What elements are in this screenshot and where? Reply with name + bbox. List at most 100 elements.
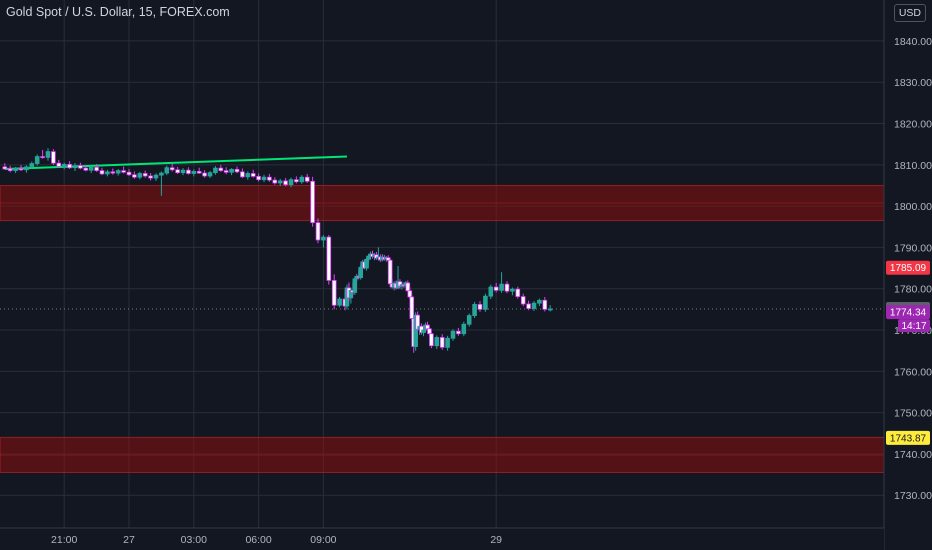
candle-body [515, 288, 521, 297]
candle-body [277, 180, 283, 184]
candle-body [542, 299, 548, 310]
candle-body [364, 258, 369, 269]
candle-body [229, 168, 234, 173]
candle-body [445, 337, 450, 348]
candle-body [483, 295, 488, 310]
countdown-tag [898, 319, 930, 333]
price-tick-label: 1740.00 [894, 449, 932, 461]
candle-body [310, 180, 315, 224]
price-axis[interactable]: 1730.001740.001750.001760.001770.001780.… [883, 0, 932, 550]
candle-body [499, 283, 504, 291]
candle-body [137, 173, 143, 178]
time-tick-label: 09:00 [310, 534, 336, 546]
candle-body [78, 165, 83, 169]
candle-body [326, 236, 332, 281]
candle-body [56, 162, 62, 167]
candle-body [180, 169, 186, 174]
candle-body [169, 167, 175, 171]
candle-body [267, 176, 272, 181]
candle-body [110, 171, 116, 174]
price-tag-label: 1774.34 [890, 308, 927, 319]
candle-body [105, 171, 110, 175]
candle-body [352, 278, 358, 293]
candle-body [175, 169, 180, 174]
trendline-layer[interactable] [4, 155, 347, 170]
candlestick-series [2, 148, 553, 353]
candle-body [94, 166, 99, 171]
trendline[interactable] [4, 155, 347, 170]
time-tick-label: 27 [123, 534, 135, 546]
candle-body [72, 165, 78, 169]
candle-body [429, 333, 434, 347]
candle-body [223, 170, 229, 173]
candle-body [240, 171, 245, 178]
candle-body [142, 173, 148, 177]
chart-title: Gold Spot / U.S. Dollar, 15, FOREX.com [6, 5, 230, 19]
candle-body [45, 151, 51, 158]
candle-body [88, 166, 94, 171]
candle-body [2, 166, 8, 170]
candle-body [288, 179, 294, 186]
candle-body [51, 151, 56, 164]
candle-body [427, 328, 432, 335]
price-tick-label: 1790.00 [894, 242, 932, 254]
candle-body [405, 282, 411, 292]
countdown-label: 14:17 [901, 321, 926, 332]
price-tick-label: 1750.00 [894, 408, 932, 420]
candle-body [34, 156, 40, 164]
candle-body [387, 259, 393, 285]
candle-body [207, 172, 213, 177]
time-tick-label: 29 [490, 534, 502, 546]
candle-body [321, 236, 326, 241]
candle-body [272, 179, 278, 184]
candle-body [531, 302, 537, 309]
candle-body [425, 324, 430, 330]
candle-body [366, 255, 371, 260]
candle-body [250, 173, 256, 177]
time-tick-label: 06:00 [245, 534, 271, 546]
candle-body [493, 286, 499, 291]
candle-body [121, 170, 126, 173]
candle-body [256, 175, 261, 181]
candle-body [29, 163, 35, 168]
candle-body [234, 168, 240, 173]
candle-body [132, 174, 137, 178]
candle-body [488, 286, 494, 297]
candle-body [24, 166, 29, 171]
price-axis-bg [884, 0, 932, 550]
candle-body [83, 167, 89, 171]
candle-body [331, 280, 337, 306]
currency-selector[interactable]: USD [893, 4, 926, 22]
candle-body [99, 170, 105, 175]
candle-body [191, 171, 197, 174]
candle-body [358, 266, 363, 278]
candle-body [504, 283, 510, 292]
price-tick-label: 1760.00 [894, 366, 932, 378]
candle-body [461, 323, 467, 335]
time-axis[interactable]: 21:002703:0006:0009:002921:003003:0006:0… [0, 527, 932, 550]
candle-body [304, 176, 310, 182]
price-tag-label: 1785.09 [890, 263, 927, 274]
candle-body [7, 168, 13, 171]
price-tag-yellow [886, 430, 930, 445]
candle-body [40, 156, 45, 158]
candle-body [547, 308, 553, 311]
candle-body [439, 337, 445, 348]
price-tick-label: 1730.00 [894, 490, 932, 502]
candle-body [213, 167, 218, 174]
candle-body [61, 163, 67, 167]
candle-body [153, 174, 159, 179]
candle-body [202, 172, 207, 177]
time-tick-label: 21:00 [51, 534, 77, 546]
price-tick-label: 1780.00 [894, 284, 932, 296]
candle-body [218, 167, 224, 171]
candle-body [67, 163, 72, 169]
price-tick-label: 1830.00 [894, 77, 932, 89]
candle-body [537, 299, 542, 304]
candle-body [472, 304, 477, 316]
candle-body [186, 169, 191, 174]
candle-body [510, 288, 515, 292]
candle-body [126, 171, 132, 176]
